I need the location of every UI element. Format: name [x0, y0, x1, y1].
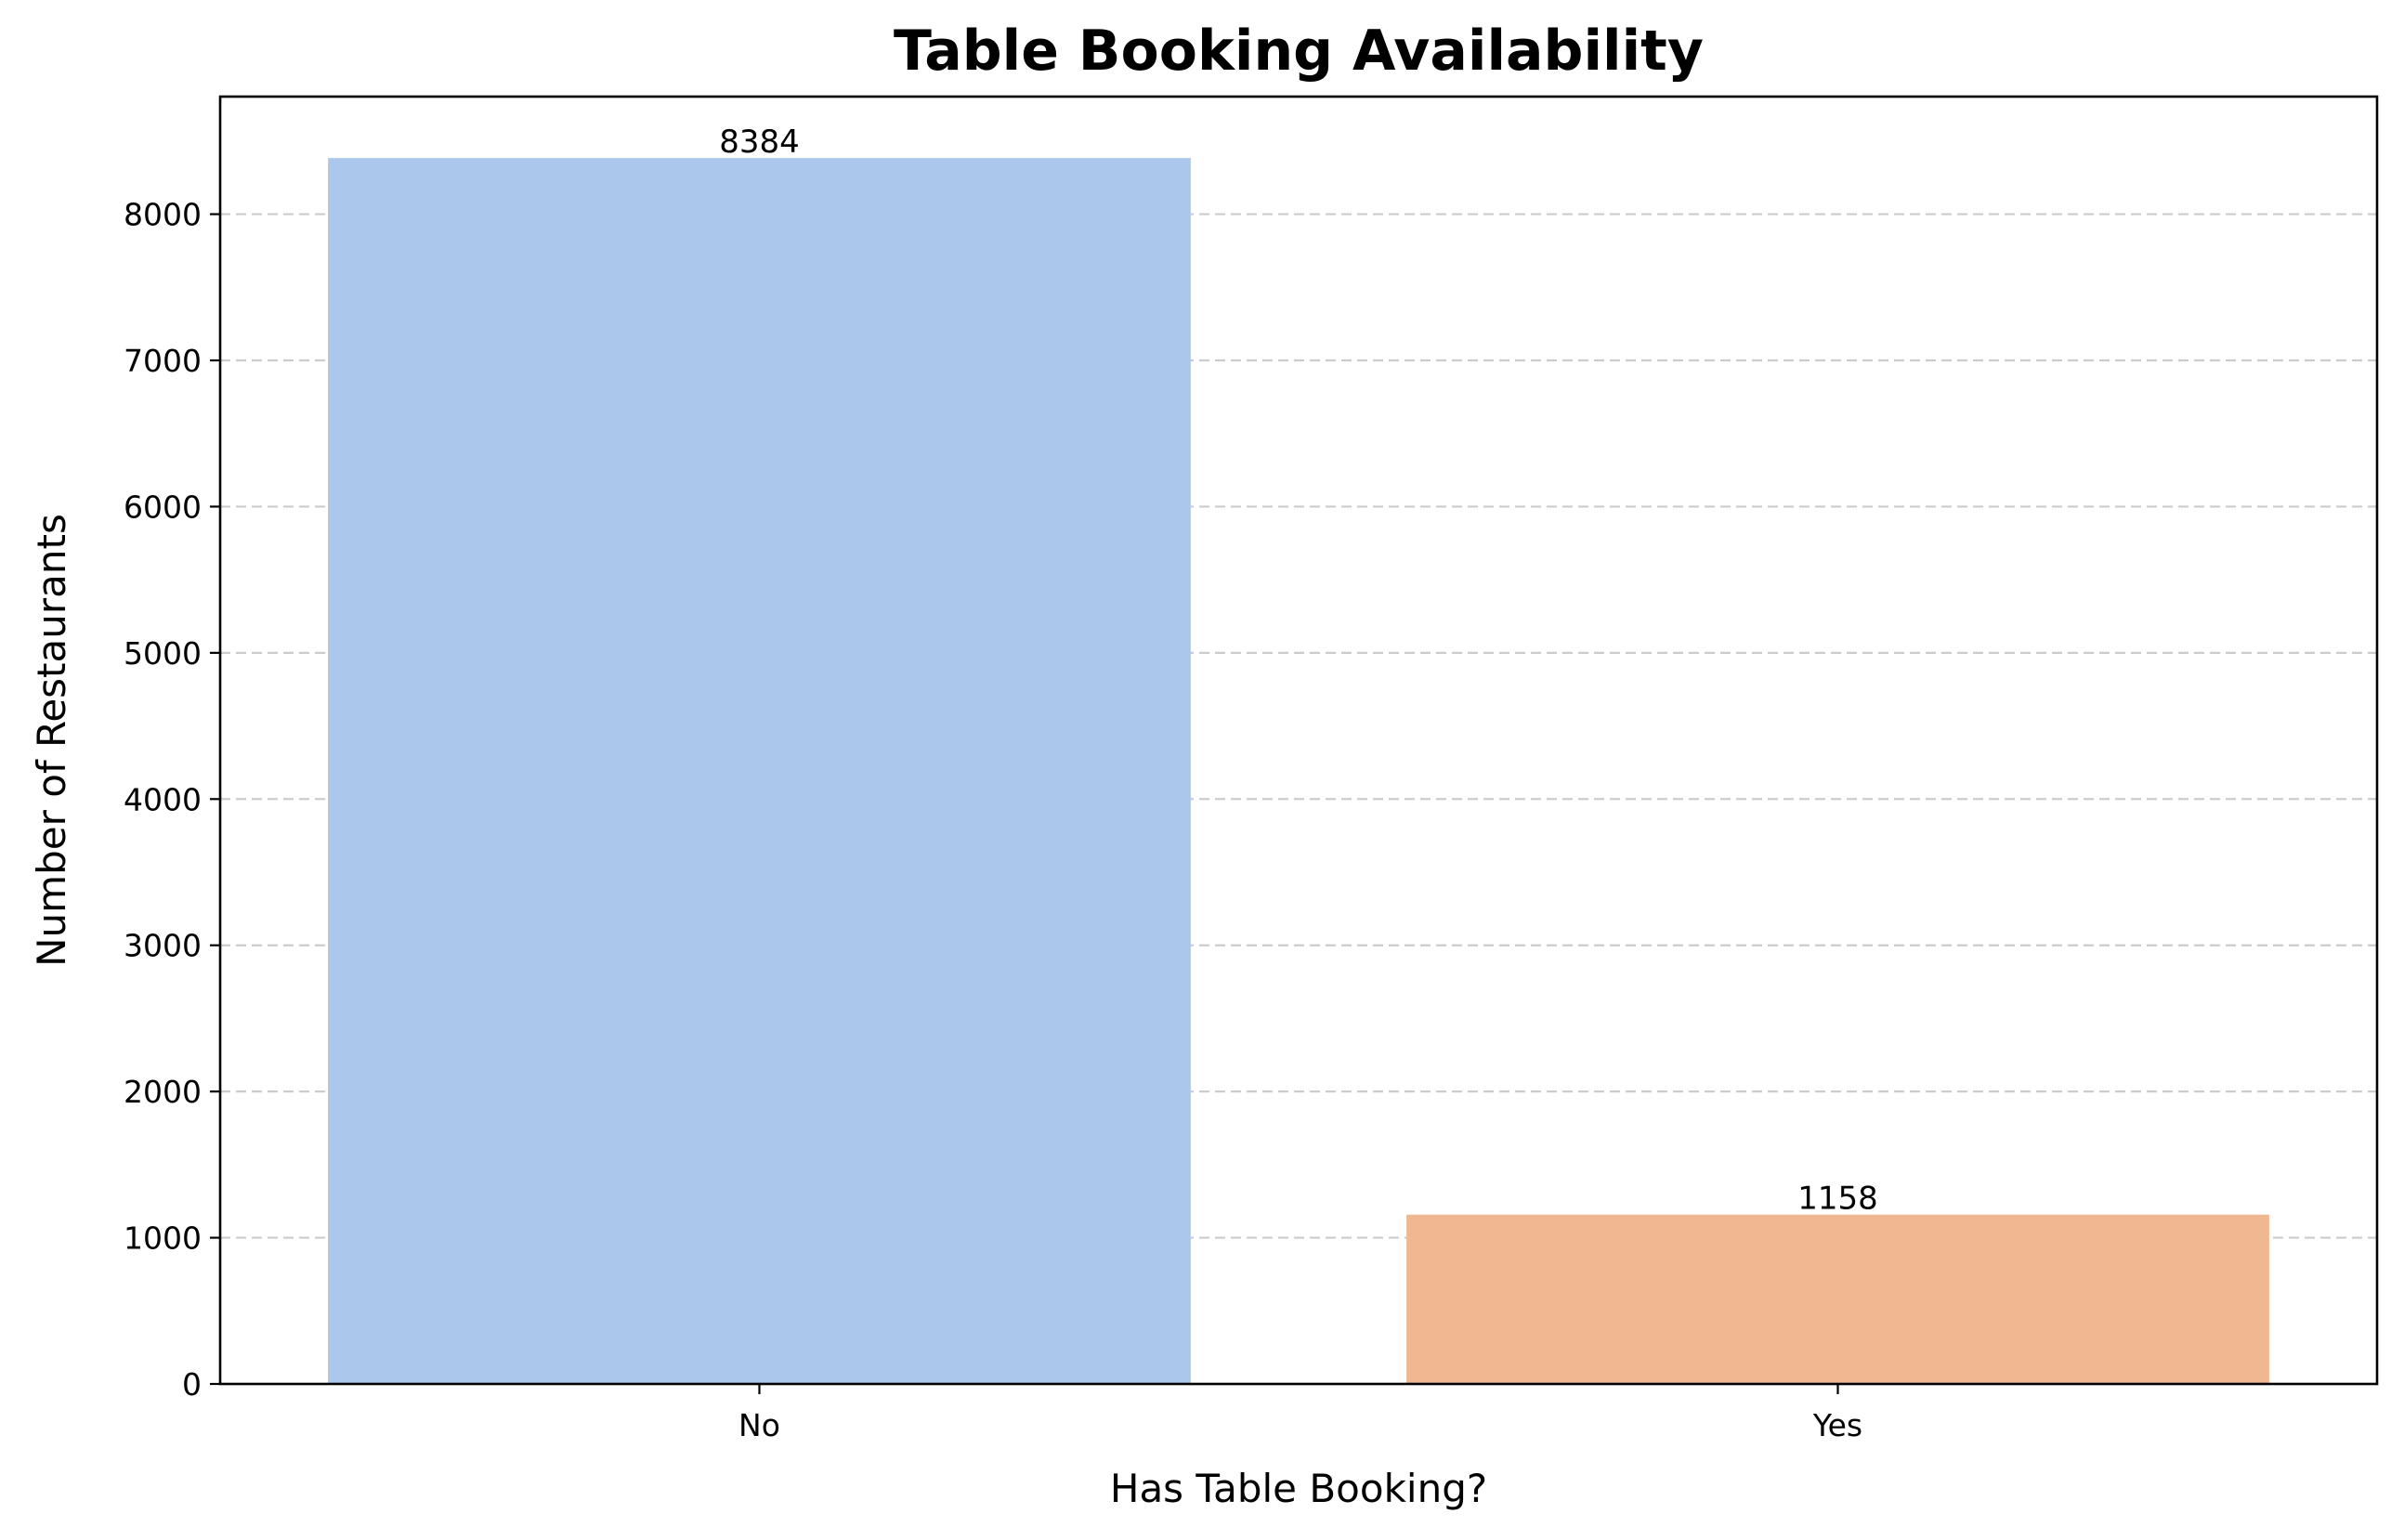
y-tick-label: 5000 — [124, 635, 202, 672]
y-tick-label: 2000 — [124, 1074, 202, 1110]
x-axis-label: Has Table Booking? — [1110, 1466, 1487, 1511]
bar-yes — [1406, 1214, 2269, 1384]
y-tick-label: 6000 — [124, 489, 202, 525]
x-tick-label: Yes — [1812, 1407, 1862, 1443]
bar-no — [328, 158, 1191, 1384]
y-tick-label: 0 — [182, 1366, 202, 1403]
y-tick-label: 8000 — [124, 197, 202, 233]
y-axis-label: Number of Restaurants — [29, 514, 74, 967]
x-tick-label: No — [738, 1407, 780, 1443]
plot-frame — [218, 95, 2379, 1386]
bars: 8384 1158 — [328, 124, 2269, 1384]
y-tick-label: 7000 — [124, 343, 202, 379]
bar-value-label: 8384 — [719, 124, 800, 161]
chart-title: Table Booking Availability — [894, 19, 1704, 84]
axis-ticks: 0 1000 2000 3000 4000 5000 6000 7000 8000 No Yes — [124, 197, 1862, 1443]
grid-lines — [220, 213, 2377, 1239]
y-tick-label: 3000 — [124, 928, 202, 964]
bar-value-label: 1158 — [1797, 1181, 1878, 1218]
y-tick-label: 1000 — [124, 1220, 202, 1257]
y-tick-label: 4000 — [124, 781, 202, 817]
